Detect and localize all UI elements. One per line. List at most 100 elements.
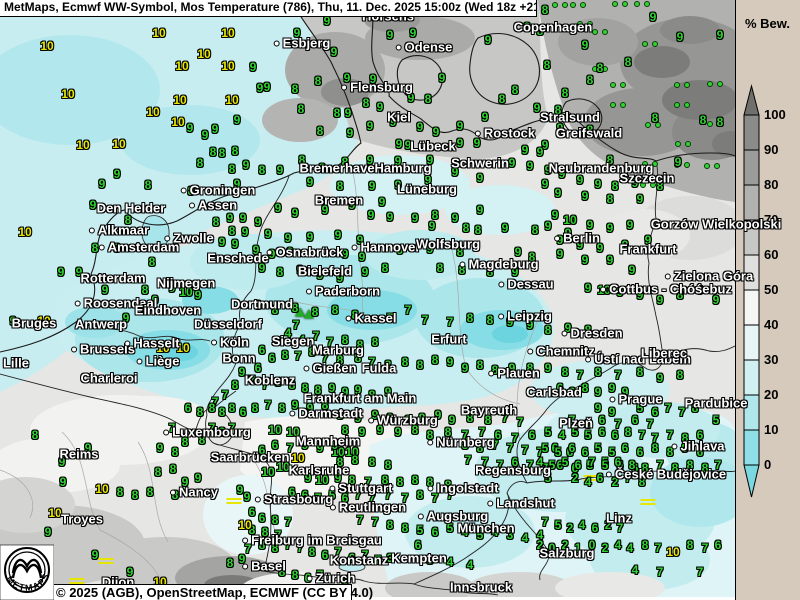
- temp-value: 9: [264, 227, 272, 241]
- drizzle-icon: [568, 0, 588, 12]
- temp-value: 8: [651, 111, 659, 125]
- temp-value: 9: [254, 215, 262, 229]
- city-name: Bremerhaven: [299, 160, 383, 176]
- temp-value: 7: [274, 528, 282, 542]
- temp-value: 7: [334, 545, 342, 559]
- temp-value: 8: [531, 223, 539, 237]
- temp-value: 6: [321, 548, 329, 562]
- city-name: Hamburg: [374, 160, 432, 176]
- drizzle-icon: [638, 174, 658, 192]
- temp-value: 6: [591, 521, 599, 535]
- temp-value: 6: [611, 428, 619, 442]
- temp-value: 9: [581, 38, 589, 52]
- temp-value: 9: [581, 253, 589, 267]
- weather-map[interactable]: 1010101010101010101099998888899889999999…: [0, 0, 781, 597]
- city-name: Erfurt: [431, 331, 467, 347]
- city-label: Copenhagen: [514, 21, 593, 34]
- temp-value: 9: [91, 548, 99, 562]
- city-marker-icon: [498, 281, 505, 287]
- temp-value: 8: [113, 241, 121, 255]
- drizzle-icon: [632, 0, 652, 11]
- city-name: Darmstadt: [298, 405, 363, 421]
- temp-value: 8: [676, 368, 684, 382]
- city-marker-icon: [163, 429, 170, 435]
- temp-value: 6: [258, 511, 266, 525]
- temp-value: 8: [228, 401, 236, 415]
- temp-value: 5: [594, 441, 602, 455]
- temp-value: 7: [464, 453, 472, 467]
- temp-value: 9: [409, 26, 417, 40]
- temp-value: 8: [424, 92, 432, 106]
- city-name: Würzburg: [377, 412, 438, 428]
- temp-value: 8: [476, 441, 484, 455]
- city-label: Prague: [609, 393, 663, 406]
- temp-value: 4: [578, 518, 586, 532]
- legend-tick-label: 100: [764, 107, 786, 122]
- city-name: Enschede: [207, 250, 269, 266]
- temp-value: 9: [306, 230, 314, 244]
- city-label: Bayreuth: [461, 404, 517, 417]
- city-name: Amsterdam: [107, 239, 180, 255]
- temp-value: 8: [536, 24, 544, 38]
- city-label: Chemnitz: [527, 345, 595, 358]
- temp-value: 9: [211, 122, 219, 136]
- city-label: Bremerhaven: [299, 162, 382, 175]
- temp-value: 10: [331, 445, 345, 459]
- cloud-cover-legend: % Bew. 100 90 80 70 60 50 40 30 20 10 0: [735, 0, 800, 600]
- temp-value: 8: [271, 513, 279, 527]
- temp-value: 8: [666, 445, 674, 459]
- legend-tick-label: 50: [764, 282, 779, 297]
- city-name: Osnabrück: [275, 244, 344, 260]
- temp-value: 7: [248, 373, 256, 387]
- city-name: Zielona Góra: [673, 268, 754, 284]
- city-marker-icon: [242, 537, 249, 543]
- temp-value: 7: [284, 515, 292, 529]
- city-name: Hasselt: [133, 335, 180, 351]
- temp-value: 9: [674, 155, 682, 169]
- legend-tick-label: 10: [764, 422, 779, 437]
- temp-value: 8: [543, 58, 551, 72]
- temp-value: 9: [526, 159, 534, 173]
- city-label: Troyes: [61, 513, 103, 526]
- city-label: Basel: [242, 560, 286, 573]
- temp-value: 6: [596, 471, 604, 485]
- city-marker-icon: [306, 575, 313, 581]
- temp-value: 0: [588, 538, 596, 552]
- city-label: Nürnberg: [427, 436, 495, 449]
- temp-value: 8: [486, 265, 494, 279]
- temp-value: 2: [601, 541, 609, 555]
- temp-value: 7: [491, 438, 499, 452]
- temp-value: 8: [231, 144, 239, 158]
- temp-value: 8: [116, 485, 124, 499]
- city-name: Zürich: [315, 570, 356, 586]
- temp-value: 7: [286, 441, 294, 455]
- temp-value: 9: [656, 371, 664, 385]
- temp-value: 9: [473, 136, 481, 150]
- temp-value: 8: [584, 417, 592, 431]
- temp-value: 5: [544, 425, 552, 439]
- temp-value: 9: [551, 208, 559, 222]
- city-label: Pardubice: [685, 397, 748, 410]
- temp-value: 8: [209, 145, 217, 159]
- temp-value: 9: [122, 311, 130, 325]
- temp-value: 9: [596, 241, 604, 255]
- temp-value: 3: [386, 551, 394, 565]
- temp-value: 8: [511, 83, 519, 97]
- temp-value: 9: [476, 203, 484, 217]
- city-marker-icon: [609, 396, 616, 402]
- temp-value: 9: [218, 235, 226, 249]
- temp-value: 9: [426, 153, 434, 167]
- city-label: Alkmaar: [88, 224, 149, 237]
- city-name: Dresden: [570, 325, 623, 341]
- temp-value: 8: [308, 545, 316, 559]
- temp-value: 8: [676, 288, 684, 302]
- temp-value: 8: [699, 113, 707, 127]
- legend-segment: [743, 114, 760, 151]
- temp-value: 9: [656, 293, 664, 307]
- temp-value: 10: [176, 341, 190, 355]
- city-label: Odense: [395, 41, 452, 54]
- temp-value: 7: [446, 488, 454, 502]
- temp-value: 8: [297, 102, 305, 116]
- temp-value: 7: [431, 491, 439, 505]
- temp-value: 6: [566, 445, 574, 459]
